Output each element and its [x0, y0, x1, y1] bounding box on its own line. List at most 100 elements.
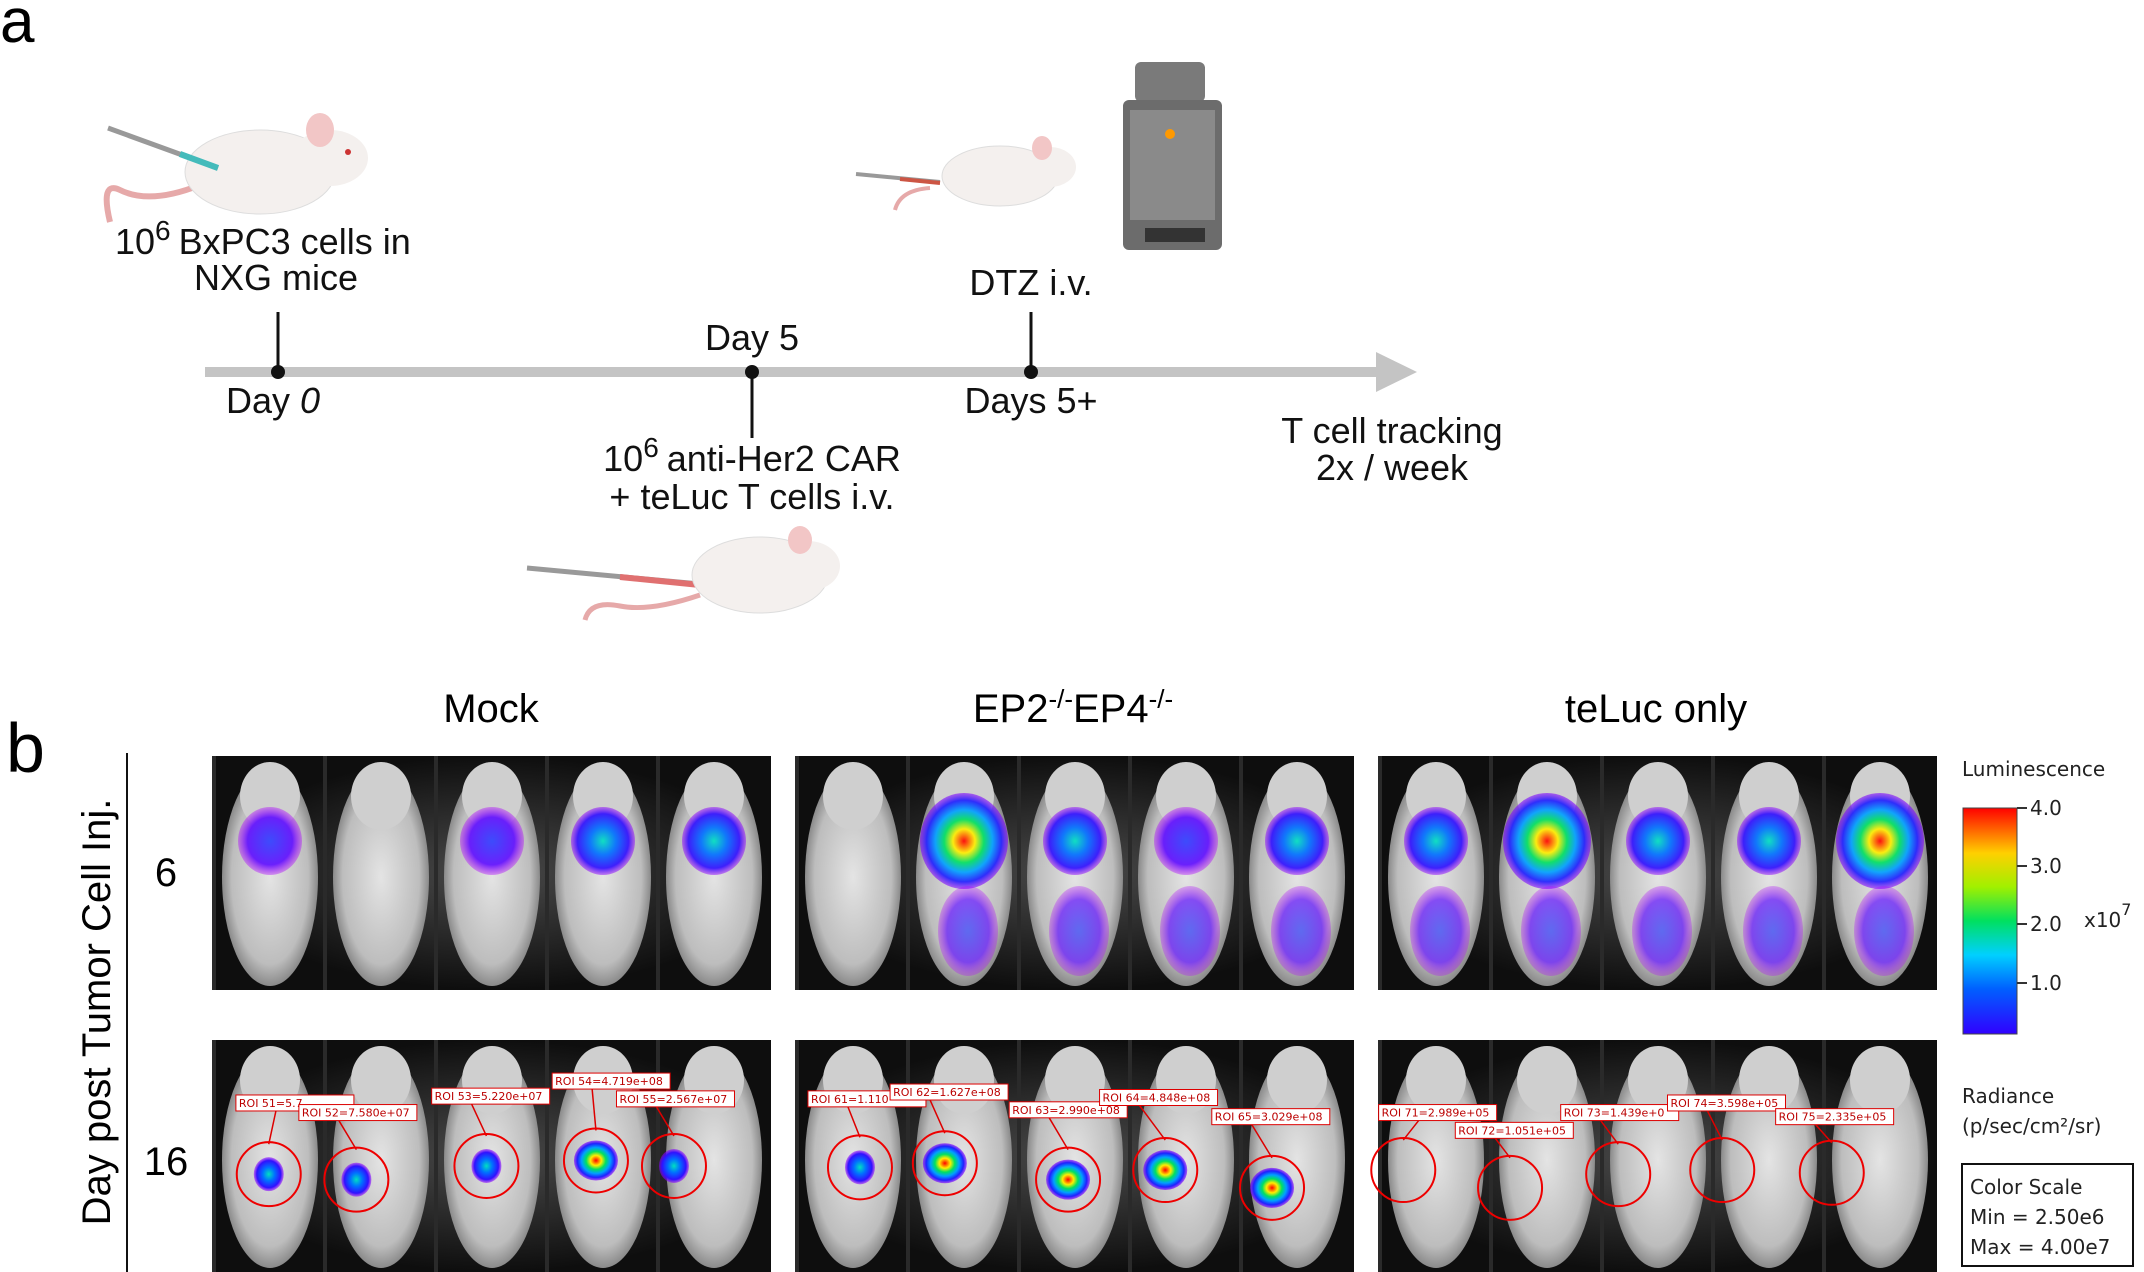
text: anti-Her2 CAR: [667, 438, 901, 479]
event-dot: [745, 365, 759, 379]
roi-label: ROI 52=7.580e+07: [302, 1107, 410, 1120]
roi-label-box: [1099, 1088, 1219, 1106]
mouse-head: [1850, 1046, 1910, 1114]
roi-label: ROI 61=1.110: [811, 1093, 889, 1106]
roi-circle: [562, 1127, 629, 1194]
panel-label: b: [6, 709, 45, 787]
signal: [1143, 1150, 1188, 1191]
signal: [1626, 807, 1690, 875]
roi-leader: [929, 1099, 946, 1134]
event-text: DTZ i.v.: [969, 262, 1092, 303]
roi-circle: [1798, 1139, 1865, 1206]
roi-label-box: [1378, 1104, 1498, 1122]
roi-leader: [268, 1110, 277, 1145]
mouse-head: [351, 1046, 411, 1114]
signal: [1160, 886, 1220, 976]
roi-circle: [235, 1141, 302, 1208]
signal: [573, 1140, 618, 1181]
roi-label-box: [615, 1090, 735, 1108]
day-label: Day 0: [226, 380, 320, 421]
roi-leader: [1402, 1120, 1420, 1141]
colorbar-tick-label: 2.0: [2030, 912, 2062, 936]
text: BxPC3 cells in: [179, 221, 411, 262]
roi-leader: [655, 1106, 675, 1137]
imaging-panel: [1378, 756, 1937, 990]
colorbar-ticks: 4.0 3.0 2.0 1.0: [2017, 796, 2062, 995]
text: EP2: [973, 687, 1049, 731]
base: 10: [603, 438, 643, 479]
signal: [1250, 1167, 1295, 1208]
column-title: teLuc only: [1565, 687, 1747, 731]
roi-label-box: [1666, 1094, 1786, 1112]
signal: [1632, 886, 1692, 976]
imaging-system-icon: [1123, 62, 1222, 250]
signal: [1836, 793, 1924, 889]
signal: [253, 1157, 284, 1192]
roi-leader: [1815, 1124, 1833, 1144]
signal: [922, 1143, 967, 1184]
roi-label: ROI 51=5.7: [239, 1097, 303, 1110]
signal: [471, 1148, 502, 1183]
superscript: -/-: [1048, 684, 1073, 714]
event-text: 2x / week: [1316, 447, 1469, 488]
radiance-units: (p/sec/cm²/sr): [1962, 1114, 2101, 1138]
signal: [571, 807, 635, 875]
color-scale-text: Max = 4.00e7: [1970, 1235, 2110, 1259]
signal: [1043, 807, 1107, 875]
signal: [1049, 886, 1109, 976]
roi-circle: [826, 1134, 893, 1201]
event-text: 106 BxPC3 cells in: [115, 215, 411, 262]
column-title: EP2-/-EP4-/-: [973, 684, 1173, 731]
mouse-illustration: [103, 113, 368, 223]
roi-label-box: [1775, 1108, 1895, 1126]
roi-label-box: [1560, 1104, 1680, 1122]
roi-leader: [1494, 1137, 1511, 1159]
roi-leader: [1138, 1105, 1166, 1141]
roi-label-box: [298, 1104, 418, 1122]
text: Day: [226, 380, 300, 421]
roi-label-box: [1008, 1101, 1128, 1119]
roi-circle: [911, 1130, 978, 1197]
roi-label: ROI 72=1.051e+05: [1458, 1124, 1566, 1137]
color-scale-text: Color Scale: [1970, 1175, 2082, 1199]
imaging-panel: ROI 61=1.110 ROI 62=1.627e+08 ROI 63=2.990…: [795, 1040, 1354, 1272]
mouse-head: [351, 762, 411, 830]
colorbar-tick-label: 1.0: [2030, 971, 2062, 995]
row-axis-label: Day post Tumor Cell Inj.: [75, 799, 119, 1226]
signal: [238, 807, 302, 875]
radiance-label: Radiance: [1962, 1084, 2054, 1108]
event-text: + teLuc T cells i.v.: [609, 476, 894, 517]
color-scale-text: Min = 2.50e6: [1970, 1205, 2105, 1229]
text: EP4: [1073, 687, 1149, 731]
roi-label: ROI 55=2.567e+07: [619, 1093, 727, 1106]
roi-leader: [1251, 1124, 1273, 1159]
signal: [682, 807, 746, 875]
colorbar: [1962, 807, 2018, 1035]
signal: [1404, 807, 1468, 875]
colorbar-tick-label: 4.0: [2030, 796, 2062, 820]
roi-leader: [847, 1106, 861, 1138]
roi-circle: [1132, 1137, 1199, 1204]
roi-circle: [1239, 1154, 1306, 1221]
mouse-body: [1249, 1052, 1345, 1268]
mouse-head: [823, 762, 883, 830]
row-label: 16: [144, 1140, 189, 1184]
signal: [341, 1162, 372, 1197]
roi-circle: [453, 1132, 520, 1199]
roi-label-box: [551, 1072, 671, 1090]
column-title: Mock: [443, 687, 540, 731]
superscript: -/-: [1149, 684, 1174, 714]
roi-label-box: [1454, 1121, 1574, 1139]
roi-circle: [323, 1146, 390, 1213]
imaging-panel: [212, 756, 771, 990]
mouse-body: [1832, 1052, 1928, 1268]
signal: [1854, 886, 1914, 976]
roi-label: ROI 74=3.598e+05: [1670, 1097, 1778, 1110]
signal: [844, 1150, 875, 1185]
roi-circle: [1370, 1137, 1437, 1204]
mouse-body: [1138, 1052, 1234, 1268]
mouse-head: [934, 1046, 994, 1114]
